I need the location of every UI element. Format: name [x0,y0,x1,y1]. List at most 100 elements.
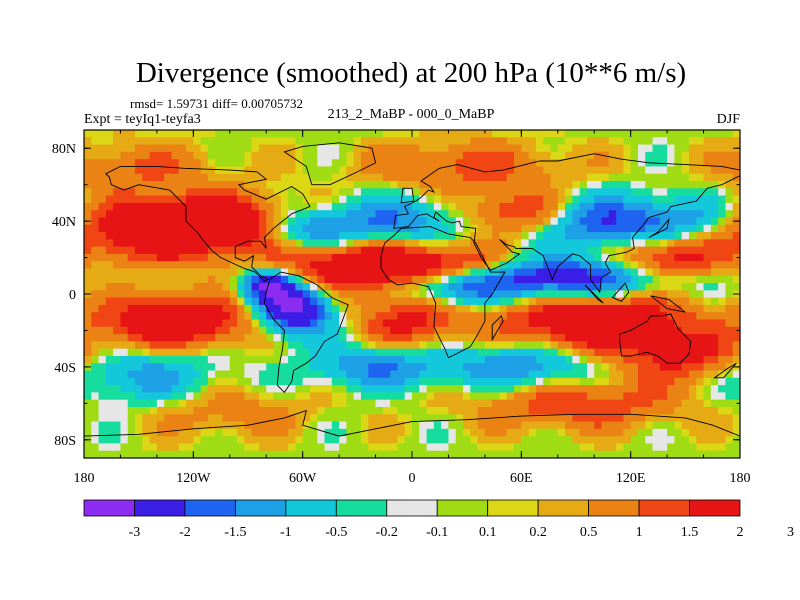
heatmap-cell [346,392,355,401]
heatmap-cell [360,428,369,437]
heatmap-cell [368,443,399,452]
heatmap-cell [98,414,129,423]
heatmap-cell [324,319,340,328]
heatmap-cell [514,246,522,255]
coastline [283,142,377,186]
heatmap-cell [594,202,624,211]
heatmap-cell [426,341,442,350]
heatmap-cell [127,436,143,445]
heatmap-cell [295,217,311,226]
heatmap-cell [84,370,107,379]
heatmap-cell [258,312,267,321]
heatmap-cell [251,144,260,153]
heatmap-cell [215,363,231,372]
heatmap-cell [579,443,595,452]
heatmap-cell [105,377,136,386]
heatmap-cell [499,297,515,306]
heatmap-cell [251,202,260,211]
heatmap-cell [703,253,734,262]
heatmap-cell [623,151,632,160]
heatmap-cell [667,137,690,146]
heatmap-cell [535,224,544,233]
heatmap-cell [258,304,267,313]
heatmap-cell [455,436,471,445]
heatmap-cell [331,392,347,401]
heatmap-cell [98,224,260,233]
heatmap-cell [623,268,632,277]
heatmap-cell [630,181,646,189]
heatmap-cell [266,312,275,321]
heatmap-cell [207,377,216,386]
heatmap-cell [273,210,282,219]
heatmap-cell [586,173,610,182]
heatmap-cell [426,290,435,299]
coastline-overlay [84,142,740,458]
heatmap-cell [426,428,450,437]
heatmap-cell [725,436,734,445]
heatmap-cell [295,137,355,146]
heatmap-cell [463,224,471,233]
heatmap-cell [455,428,464,437]
heatmap-cell [84,188,92,197]
heatmap-cell [455,268,464,277]
heatmap-cell [309,283,318,291]
heatmap-cell [608,210,617,219]
heatmap-cell [193,137,202,146]
heatmap-cell [492,261,501,270]
heatmap-cell [448,275,457,284]
heatmap-cell [339,232,369,240]
heatmap-cell [659,217,697,226]
heatmap-cell [608,377,624,386]
heatmap-cell [565,334,719,342]
colorbar-label: -3 [129,525,141,540]
colorbar-swatch [638,499,690,517]
heatmap-cell [710,166,740,175]
heatmap-cell [535,268,588,277]
colorbar-label: -2 [179,525,191,540]
heatmap-cell [441,261,464,270]
heatmap-cell [426,268,442,277]
heatmap-cell [404,385,420,393]
heatmap-cell [637,348,719,357]
heatmap-cell [193,443,245,452]
heatmap-cell [535,246,588,255]
heatmap-cell [419,436,428,445]
heatmap-cell [317,428,326,437]
heatmap-cell [586,246,603,255]
heatmap-cell [550,326,683,335]
heatmap-cell [215,130,384,138]
heatmap-cell [258,392,275,401]
heatmap-cell [164,363,194,372]
heatmap-cell [521,377,537,386]
heatmap-cell [557,341,573,350]
heatmap-cell [463,428,471,437]
heatmap-cell [412,414,457,423]
heatmap-cell [200,392,216,401]
heatmap-cell [98,304,129,313]
heatmap-cell [237,312,245,321]
heatmap-cell [200,159,209,168]
heatmap-cell [251,275,260,284]
coastline [263,271,349,394]
heatmap-cell [331,312,340,321]
heatmap-cell [193,436,202,445]
heatmap-cell [288,355,311,364]
heatmap-cell [331,290,340,299]
heatmap-cell [630,144,639,153]
heatmap-cell [674,232,683,240]
heatmap-cell [448,283,464,291]
heatmap-cell [448,319,501,328]
heatmap-cell [390,304,435,313]
heatmap-cell [251,326,260,335]
heatmap-cell [732,421,740,430]
heatmap-cell [135,283,194,291]
heatmap-cell [419,421,435,430]
heatmap-cell [448,239,471,248]
heatmap-cell [397,312,428,321]
heatmap-cell [637,428,654,437]
heatmap-cell [280,319,289,328]
colorbar-label: 1 [636,525,643,540]
x-tick-label: 60W [289,471,317,486]
heatmap-cell [732,188,740,197]
heatmap-cell [309,261,442,270]
